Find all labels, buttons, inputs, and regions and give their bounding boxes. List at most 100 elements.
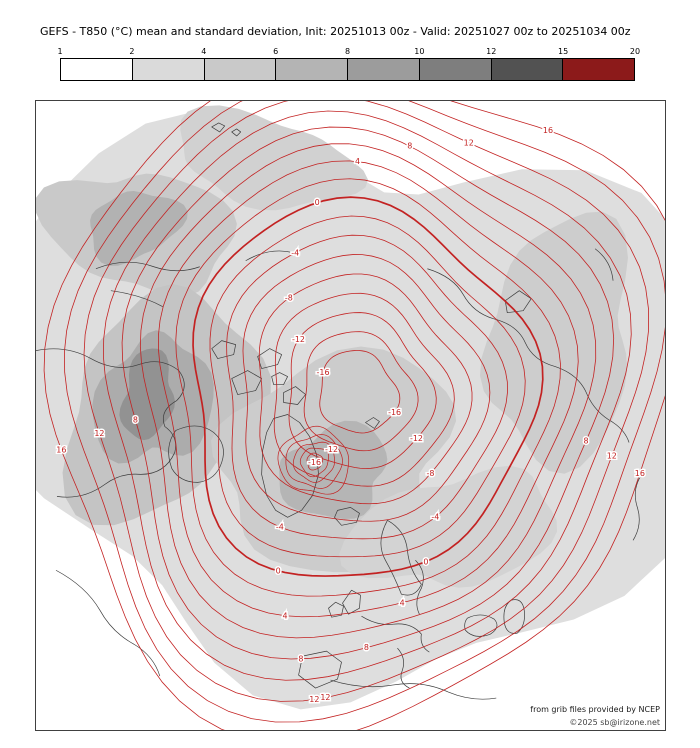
stddev-shade-blob (479, 211, 628, 474)
colorbar-tick: 4 (201, 47, 207, 56)
contour-line (64, 101, 665, 723)
contour-label: 4 (355, 157, 360, 166)
contour-label: 16 (56, 446, 66, 455)
coastline (594, 248, 614, 281)
coastline (330, 679, 497, 700)
contour-line (83, 101, 649, 702)
contour-label: -8 (285, 293, 293, 302)
contour-layer (43, 101, 665, 730)
colorbar-segment (563, 59, 634, 80)
colorbar-segment (132, 59, 205, 80)
contour-label: 4 (400, 598, 405, 607)
coastline (245, 250, 294, 262)
coastline (261, 414, 319, 518)
coastline-layer (36, 122, 646, 700)
contour-line (303, 331, 419, 452)
colorbar-segment (419, 59, 492, 80)
contour-line (242, 254, 491, 522)
stddev-shade-blob (180, 105, 368, 211)
colorbar: 1 2 4 6 8 10 12 15 20 (57, 47, 640, 81)
contour-line (226, 234, 508, 540)
contour-label: -4 (276, 523, 284, 532)
contour-label: 0 (423, 557, 428, 566)
coastline (55, 569, 161, 677)
contour-label: 12 (464, 138, 474, 147)
colorbar-segment (348, 59, 420, 80)
contour-line (258, 273, 473, 505)
contour-label: 12 (320, 693, 330, 702)
contour-label: 8 (583, 437, 588, 446)
coastline (231, 128, 242, 137)
coastline (110, 290, 163, 307)
contour-label: 16 (543, 126, 553, 135)
coastline (328, 601, 344, 618)
contour-line (158, 160, 579, 618)
contour-label: 12 (309, 695, 319, 704)
contour-label: -8 (426, 469, 434, 478)
contour-label: -16 (317, 368, 330, 377)
contour-label: 12 (607, 451, 617, 460)
coastline (36, 348, 185, 498)
contour-line (192, 196, 544, 577)
contour-label: 0 (315, 198, 320, 207)
page-title: GEFS - T850 (°C) mean and standard devia… (40, 25, 631, 38)
coastline (334, 507, 360, 526)
contour-label: 8 (407, 142, 412, 151)
map-frame: -16 -16 -12 -12 -8 -8 -4 -4 -4 0 0 0 4 4 4 8 8 8 8 8 12 12 12 1… (35, 100, 666, 731)
coastline (504, 290, 532, 314)
contour-line (319, 350, 401, 434)
contour-label: 8 (298, 654, 303, 663)
contour-label: 16 (635, 469, 645, 478)
colorbar-tick: 8 (344, 47, 351, 56)
colorbar-gradient (60, 58, 635, 81)
contour-label: 4 (282, 611, 287, 620)
stddev-shading-layer (36, 105, 665, 710)
coastline (632, 470, 646, 541)
contour-line (43, 101, 665, 730)
coastline (211, 122, 226, 133)
contour-label: -12 (325, 445, 338, 454)
coastline (365, 417, 380, 429)
colorbar-tick-labels: 1 2 4 6 8 10 12 15 20 (57, 47, 640, 58)
stddev-shade-blob (279, 420, 388, 520)
contour-line (102, 110, 632, 681)
contour-label: -16 (388, 408, 401, 417)
colorbar-segment (276, 59, 348, 80)
credits-source: from grib files provided by NCEP (530, 705, 660, 714)
coastline (95, 261, 200, 272)
coastline (464, 614, 498, 637)
contour-label: -4 (431, 513, 439, 522)
contour-label: 12 (94, 429, 104, 438)
colorbar-tick: 12 (486, 47, 497, 56)
colorbar-tick: 15 (558, 47, 569, 56)
colorbar-tick: 20 (629, 47, 641, 56)
contour-line (139, 143, 597, 639)
cold-core-cluster (277, 425, 350, 495)
colorbar-tick: 10 (414, 47, 425, 56)
contour-label: -12 (292, 335, 305, 344)
colorbar-tick: 2 (129, 47, 135, 56)
coastline (342, 589, 361, 615)
contour-label: -12 (410, 434, 423, 443)
stddev-shade-blob (90, 191, 188, 266)
stddev-shade-blob (339, 465, 558, 588)
coastline (503, 599, 525, 634)
coastline (283, 386, 306, 405)
coastline (361, 615, 430, 653)
contour-line (299, 447, 329, 478)
coastline (298, 650, 342, 689)
coastline (415, 560, 424, 615)
contour-label: 8 (364, 643, 369, 652)
colorbar-tick: 1 (57, 47, 63, 56)
coastline (168, 425, 224, 483)
contour-line (273, 292, 455, 487)
contour-line (292, 441, 335, 483)
coastline (211, 340, 237, 359)
contour-label: 8 (133, 415, 138, 424)
coastline (257, 348, 282, 369)
contour-line (175, 178, 561, 597)
colorbar-segment (491, 59, 564, 80)
contour-label: 0 (276, 566, 281, 575)
